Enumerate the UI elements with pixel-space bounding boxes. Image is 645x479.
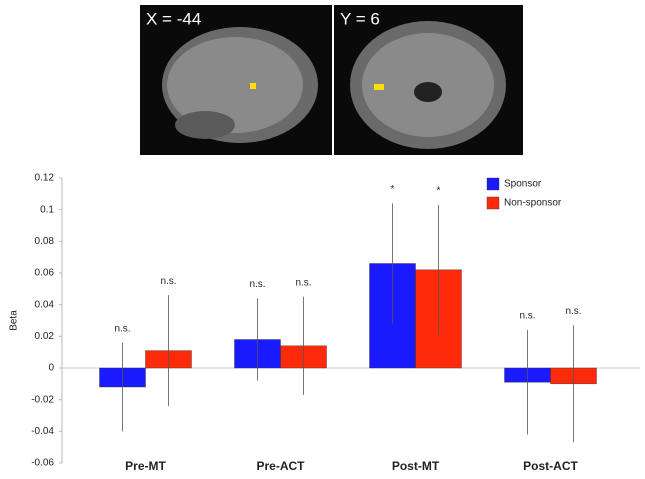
activation xyxy=(250,83,256,89)
significance-label: n.s. xyxy=(519,311,535,322)
y-tick-label: -0.06 xyxy=(31,458,54,469)
y-tick-label: 0 xyxy=(48,363,54,374)
legend-label: Sponsor xyxy=(504,179,542,190)
legend-swatch xyxy=(486,196,500,210)
ventricle xyxy=(414,82,442,102)
y-tick-label: 0.08 xyxy=(35,236,55,247)
significance-label: * xyxy=(391,184,395,195)
significance-label: n.s. xyxy=(114,323,130,334)
x-tick-label: Post-MT xyxy=(392,459,440,473)
y-axis-label: Beta xyxy=(9,310,20,331)
y-tick-label: -0.04 xyxy=(31,426,54,437)
brain-shape xyxy=(167,37,303,133)
legend-swatch xyxy=(486,177,500,191)
significance-label: * xyxy=(437,186,441,197)
x-tick-label: Pre-MT xyxy=(125,459,166,473)
y-tick-label: 0.06 xyxy=(35,268,55,279)
brain-shape xyxy=(175,111,235,139)
brain-images: X = -44 Y = 6 xyxy=(140,5,523,155)
significance-label: n.s. xyxy=(160,276,176,287)
x-tick-label: Post-ACT xyxy=(523,459,578,473)
y-tick-label: 0.1 xyxy=(40,204,54,215)
image-label: Y = 6 xyxy=(340,9,380,28)
y-tick-label: 0.04 xyxy=(35,299,55,310)
y-tick-label: -0.02 xyxy=(31,394,54,405)
image-label: X = -44 xyxy=(146,9,201,28)
significance-label: n.s. xyxy=(249,279,265,290)
significance-label: n.s. xyxy=(295,277,311,288)
x-tick-label: Pre-ACT xyxy=(256,459,305,473)
activation xyxy=(374,84,384,90)
y-tick-label: 0.02 xyxy=(35,331,55,342)
y-tick-label: 0.12 xyxy=(35,173,55,184)
significance-label: n.s. xyxy=(565,306,581,317)
legend-label: Non-sponsor xyxy=(504,198,562,209)
